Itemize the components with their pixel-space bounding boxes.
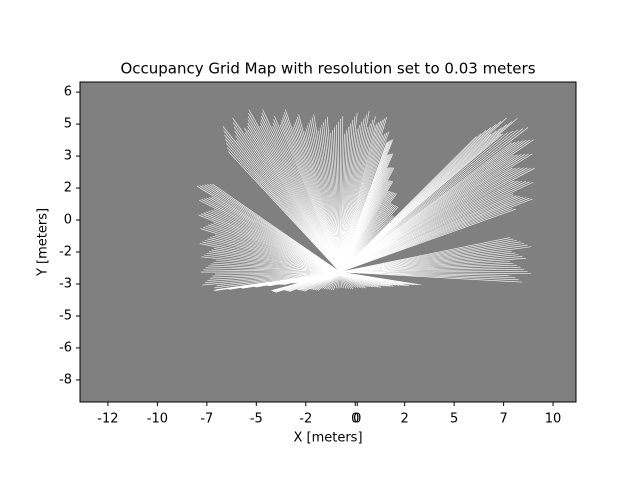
x-tick-label: -2 — [299, 412, 312, 427]
x-tick-label: 2 — [401, 412, 409, 427]
y-tick-label: -8 — [59, 372, 72, 387]
y-tick-label: 0 — [64, 213, 72, 228]
y-axis-label: Y [meters] — [36, 208, 51, 277]
x-tick-label: -12 — [97, 412, 118, 427]
y-tick-label: 2 — [64, 181, 72, 196]
x-tick-label: -5 — [250, 412, 263, 427]
y-tick-label: -5 — [59, 308, 72, 323]
x-tick-label: 7 — [499, 412, 507, 427]
x-tick-label: -10 — [147, 412, 168, 427]
y-tick-label: -2 — [59, 245, 72, 260]
y-tick-label: 3 — [64, 149, 72, 164]
x-tick-label: 5 — [450, 412, 458, 427]
y-tick-label: 6 — [64, 85, 72, 100]
x-axis-label: X [meters] — [293, 431, 362, 446]
y-tick-label: -6 — [59, 340, 72, 355]
x-tick-label: -7 — [200, 412, 213, 427]
y-tick-label: 5 — [64, 117, 72, 132]
x-tick-label: 10 — [545, 412, 562, 427]
chart-title: Occupancy Grid Map with resolution set t… — [120, 60, 535, 78]
y-tick-label: -3 — [59, 276, 72, 291]
x-tick-label: 0 — [353, 412, 361, 427]
